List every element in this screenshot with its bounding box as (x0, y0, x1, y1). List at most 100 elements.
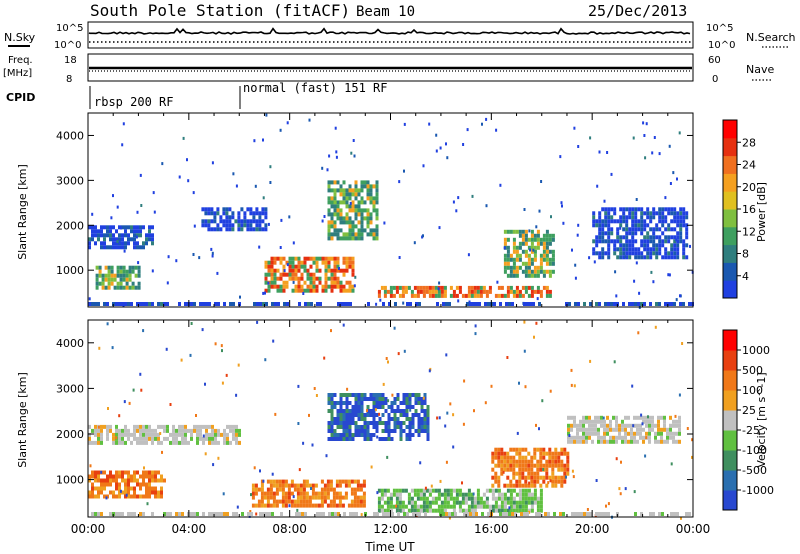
echo-cell (267, 272, 271, 277)
echo-cell (485, 504, 489, 509)
echo-cell (327, 256, 331, 261)
echo-cell (622, 247, 626, 252)
echo-cell (265, 113, 268, 117)
echo-cell (269, 181, 272, 184)
echo-cell (239, 295, 241, 299)
echo-cell (110, 265, 114, 270)
echo-cell (682, 211, 686, 216)
echo-cell (232, 512, 235, 516)
echo-cell (554, 451, 558, 456)
echo-cell (342, 429, 346, 433)
echo-cell (187, 440, 190, 445)
echo-cell (143, 466, 145, 470)
echo-cell (658, 239, 662, 244)
echo-cell (325, 454, 328, 458)
echo-cell (467, 504, 471, 509)
echo-cell (309, 280, 313, 285)
echo-cell (198, 256, 201, 260)
echo-cell (607, 502, 610, 506)
echo-cell (475, 302, 478, 306)
echo-cell (642, 427, 645, 432)
echo-cell (193, 512, 196, 516)
echo-cell (606, 439, 609, 444)
echo-cell (518, 447, 522, 452)
echo-cell (521, 241, 525, 246)
echo-cell (437, 508, 441, 513)
echo-cell (333, 208, 337, 213)
echo-cell (384, 421, 388, 425)
echo-cell (165, 347, 168, 351)
echo-cell (419, 508, 423, 513)
echo-cell (598, 227, 602, 232)
echo-cell (94, 428, 97, 433)
echo-cell (648, 427, 651, 432)
echo-cell (295, 512, 298, 516)
echo-cell (592, 223, 596, 228)
echo-cell (600, 423, 603, 428)
nsky-tick-bottom: 10^0 (54, 40, 81, 51)
echo-cell (533, 335, 535, 339)
echo-cell (192, 191, 195, 195)
echo-cell (103, 482, 106, 487)
echo-cell (521, 229, 525, 234)
echo-cell (339, 433, 343, 437)
echo-cell (252, 227, 256, 232)
echo-cell (316, 302, 319, 306)
echo-cell (351, 200, 355, 205)
echo-cell (628, 207, 632, 212)
echo-cell (285, 272, 289, 277)
echo-cell (521, 508, 525, 513)
echo-cell (452, 500, 456, 505)
echo-cell (360, 425, 364, 429)
echo-cell (351, 236, 355, 241)
echo-cell (386, 488, 390, 493)
echo-cell (327, 268, 331, 273)
echo-cell (100, 512, 103, 516)
echo-cell (305, 483, 309, 488)
echo-cell (424, 486, 427, 490)
echo-cell (136, 233, 139, 238)
echo-cell (594, 427, 597, 432)
echo-cell (536, 471, 540, 476)
echo-cell (598, 219, 602, 224)
echo-cell (530, 241, 534, 246)
echo-cell (648, 435, 651, 440)
echo-cell (610, 207, 614, 212)
echo-cell (113, 285, 117, 290)
colorbar-tick-label: 16 (742, 203, 756, 216)
echo-cell (163, 424, 166, 429)
echo-cell (250, 493, 252, 497)
echo-cell (261, 207, 265, 212)
echo-cell (579, 427, 582, 432)
echo-cell (353, 495, 357, 500)
echo-cell (352, 139, 355, 142)
echo-cell (118, 432, 121, 437)
echo-cell (500, 467, 504, 472)
echo-cell (94, 241, 97, 246)
echo-cell (372, 393, 376, 397)
echo-cell (673, 227, 677, 232)
echo-cell (88, 245, 91, 250)
echo-cell (351, 409, 355, 413)
echo-cell (518, 253, 522, 258)
echo-cell (330, 329, 332, 333)
echo-cell (682, 255, 686, 260)
echo-cell (130, 512, 133, 516)
echo-cell (148, 486, 151, 491)
echo-cell (91, 512, 94, 516)
echo-cell (413, 488, 417, 493)
echo-cell (515, 273, 519, 278)
echo-cell (372, 232, 376, 237)
echo-cell (279, 128, 282, 132)
echo-cell (619, 219, 623, 224)
echo-cell (435, 133, 438, 137)
echo-cell (231, 227, 235, 232)
echo-cell (396, 405, 400, 409)
echo-cell (524, 459, 528, 464)
echo-cell (257, 487, 261, 492)
echo-cell (226, 424, 229, 429)
echo-cell (348, 188, 352, 193)
echo-cell (97, 486, 100, 491)
echo-cell (166, 512, 169, 516)
echo-cell (309, 284, 313, 289)
